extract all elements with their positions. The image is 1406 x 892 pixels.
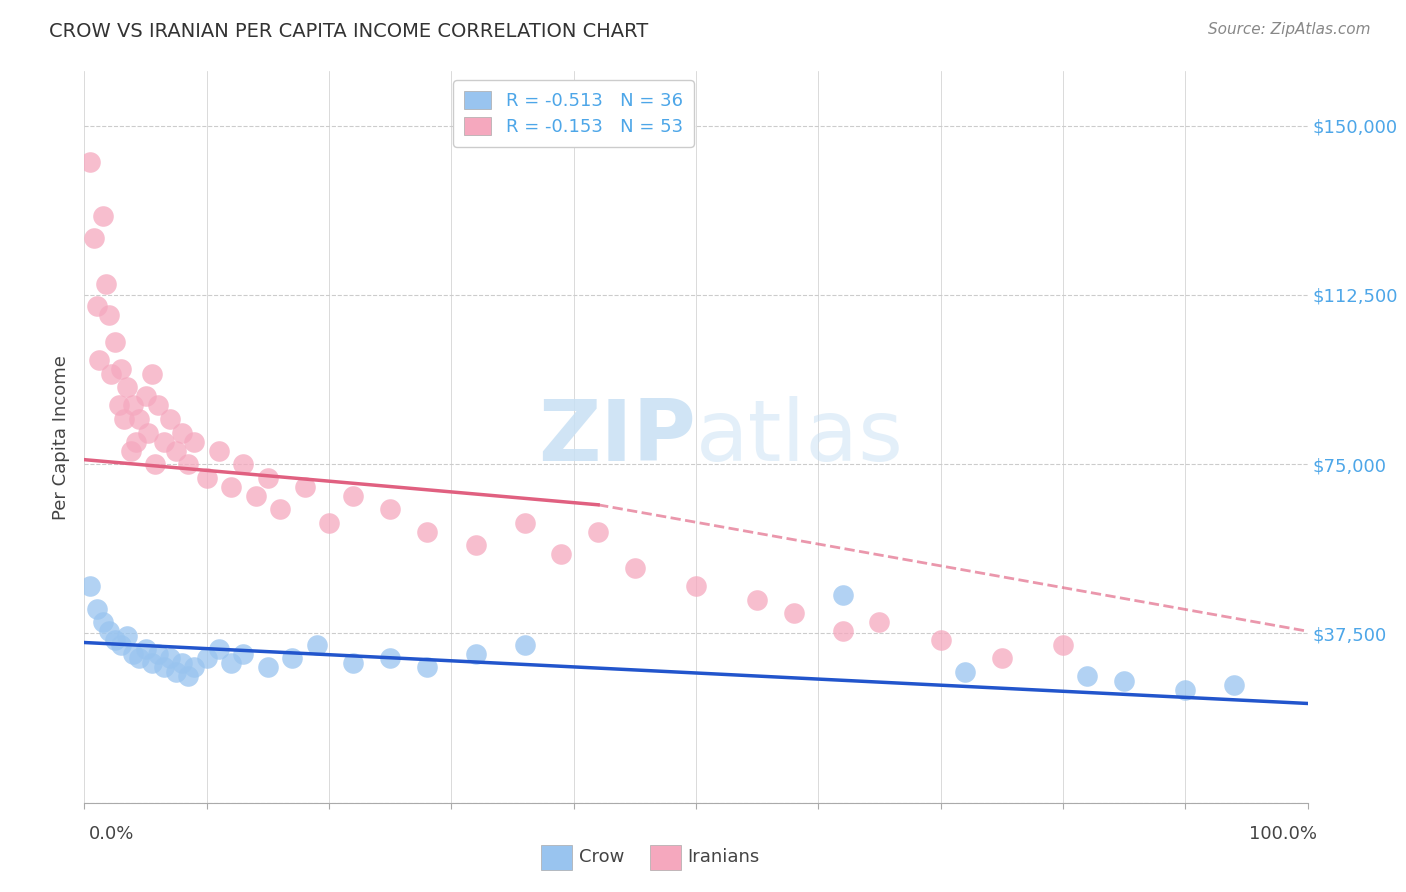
Point bbox=[146, 647, 169, 661]
Point bbox=[513, 516, 536, 530]
Point bbox=[122, 647, 145, 661]
Point bbox=[305, 638, 328, 652]
Y-axis label: Per Capita Income: Per Capita Income bbox=[52, 355, 70, 519]
Point bbox=[141, 367, 163, 381]
Point bbox=[831, 588, 853, 602]
Point bbox=[747, 592, 769, 607]
Point bbox=[624, 561, 647, 575]
Point bbox=[110, 362, 132, 376]
Point bbox=[831, 624, 853, 639]
Point bbox=[97, 624, 120, 639]
Point bbox=[83, 231, 105, 245]
Point bbox=[128, 412, 150, 426]
Point bbox=[232, 647, 254, 661]
Point bbox=[208, 443, 231, 458]
Point bbox=[318, 516, 340, 530]
Point bbox=[91, 615, 114, 630]
Point bbox=[86, 601, 108, 615]
Point bbox=[416, 660, 439, 674]
Text: 0.0%: 0.0% bbox=[89, 825, 134, 843]
Point bbox=[464, 538, 486, 552]
Point bbox=[153, 660, 176, 674]
Point bbox=[1052, 638, 1074, 652]
Point bbox=[685, 579, 707, 593]
Point bbox=[177, 457, 200, 471]
Point bbox=[110, 638, 132, 652]
Point bbox=[97, 308, 120, 322]
Point bbox=[177, 669, 200, 683]
Point bbox=[153, 434, 176, 449]
Point bbox=[208, 642, 231, 657]
Point bbox=[79, 154, 101, 169]
Point bbox=[342, 489, 364, 503]
Point bbox=[120, 443, 142, 458]
Point bbox=[115, 629, 138, 643]
Text: ZIP: ZIP bbox=[538, 395, 696, 479]
Point bbox=[128, 651, 150, 665]
Point bbox=[257, 660, 280, 674]
Point bbox=[1114, 673, 1136, 688]
Point bbox=[165, 665, 187, 679]
Point bbox=[135, 389, 157, 403]
Point bbox=[104, 633, 127, 648]
Point bbox=[159, 412, 181, 426]
Text: Iranians: Iranians bbox=[688, 848, 759, 866]
Point bbox=[257, 471, 280, 485]
Point bbox=[183, 660, 205, 674]
Point bbox=[79, 579, 101, 593]
Point bbox=[232, 457, 254, 471]
Point bbox=[294, 480, 316, 494]
Point bbox=[464, 647, 486, 661]
Point bbox=[135, 642, 157, 657]
Point bbox=[141, 656, 163, 670]
Point bbox=[586, 524, 609, 539]
Point bbox=[990, 651, 1012, 665]
Point bbox=[513, 638, 536, 652]
Point bbox=[143, 457, 166, 471]
Point bbox=[122, 399, 145, 413]
Point bbox=[380, 502, 402, 516]
Point bbox=[1174, 682, 1197, 697]
Point bbox=[219, 480, 242, 494]
Point bbox=[380, 651, 402, 665]
Point bbox=[1223, 678, 1246, 692]
Point bbox=[219, 656, 242, 670]
Point bbox=[87, 353, 110, 368]
Point bbox=[929, 633, 952, 648]
Point bbox=[281, 651, 304, 665]
Point bbox=[245, 489, 267, 503]
Point bbox=[172, 656, 194, 670]
Point bbox=[195, 651, 218, 665]
Point bbox=[96, 277, 118, 291]
Legend: R = -0.513   N = 36, R = -0.153   N = 53: R = -0.513 N = 36, R = -0.153 N = 53 bbox=[454, 80, 693, 147]
Text: atlas: atlas bbox=[696, 395, 904, 479]
Point bbox=[86, 299, 108, 313]
Point bbox=[115, 380, 138, 394]
Point bbox=[342, 656, 364, 670]
Point bbox=[146, 399, 169, 413]
Point bbox=[183, 434, 205, 449]
Point bbox=[159, 651, 181, 665]
Text: CROW VS IRANIAN PER CAPITA INCOME CORRELATION CHART: CROW VS IRANIAN PER CAPITA INCOME CORREL… bbox=[49, 22, 648, 41]
Point bbox=[416, 524, 439, 539]
Point bbox=[195, 471, 218, 485]
Point bbox=[165, 443, 187, 458]
Point bbox=[783, 606, 806, 620]
Text: 100.0%: 100.0% bbox=[1250, 825, 1317, 843]
Point bbox=[136, 425, 159, 440]
Point bbox=[1076, 669, 1098, 683]
Text: Source: ZipAtlas.com: Source: ZipAtlas.com bbox=[1208, 22, 1371, 37]
Point bbox=[172, 425, 194, 440]
Point bbox=[269, 502, 291, 516]
Point bbox=[869, 615, 891, 630]
Point bbox=[550, 548, 572, 562]
Point bbox=[107, 399, 129, 413]
Point bbox=[125, 434, 148, 449]
Text: Crow: Crow bbox=[579, 848, 624, 866]
Point bbox=[112, 412, 135, 426]
Point bbox=[104, 335, 127, 350]
Point bbox=[91, 209, 114, 223]
Point bbox=[100, 367, 122, 381]
Point bbox=[953, 665, 976, 679]
